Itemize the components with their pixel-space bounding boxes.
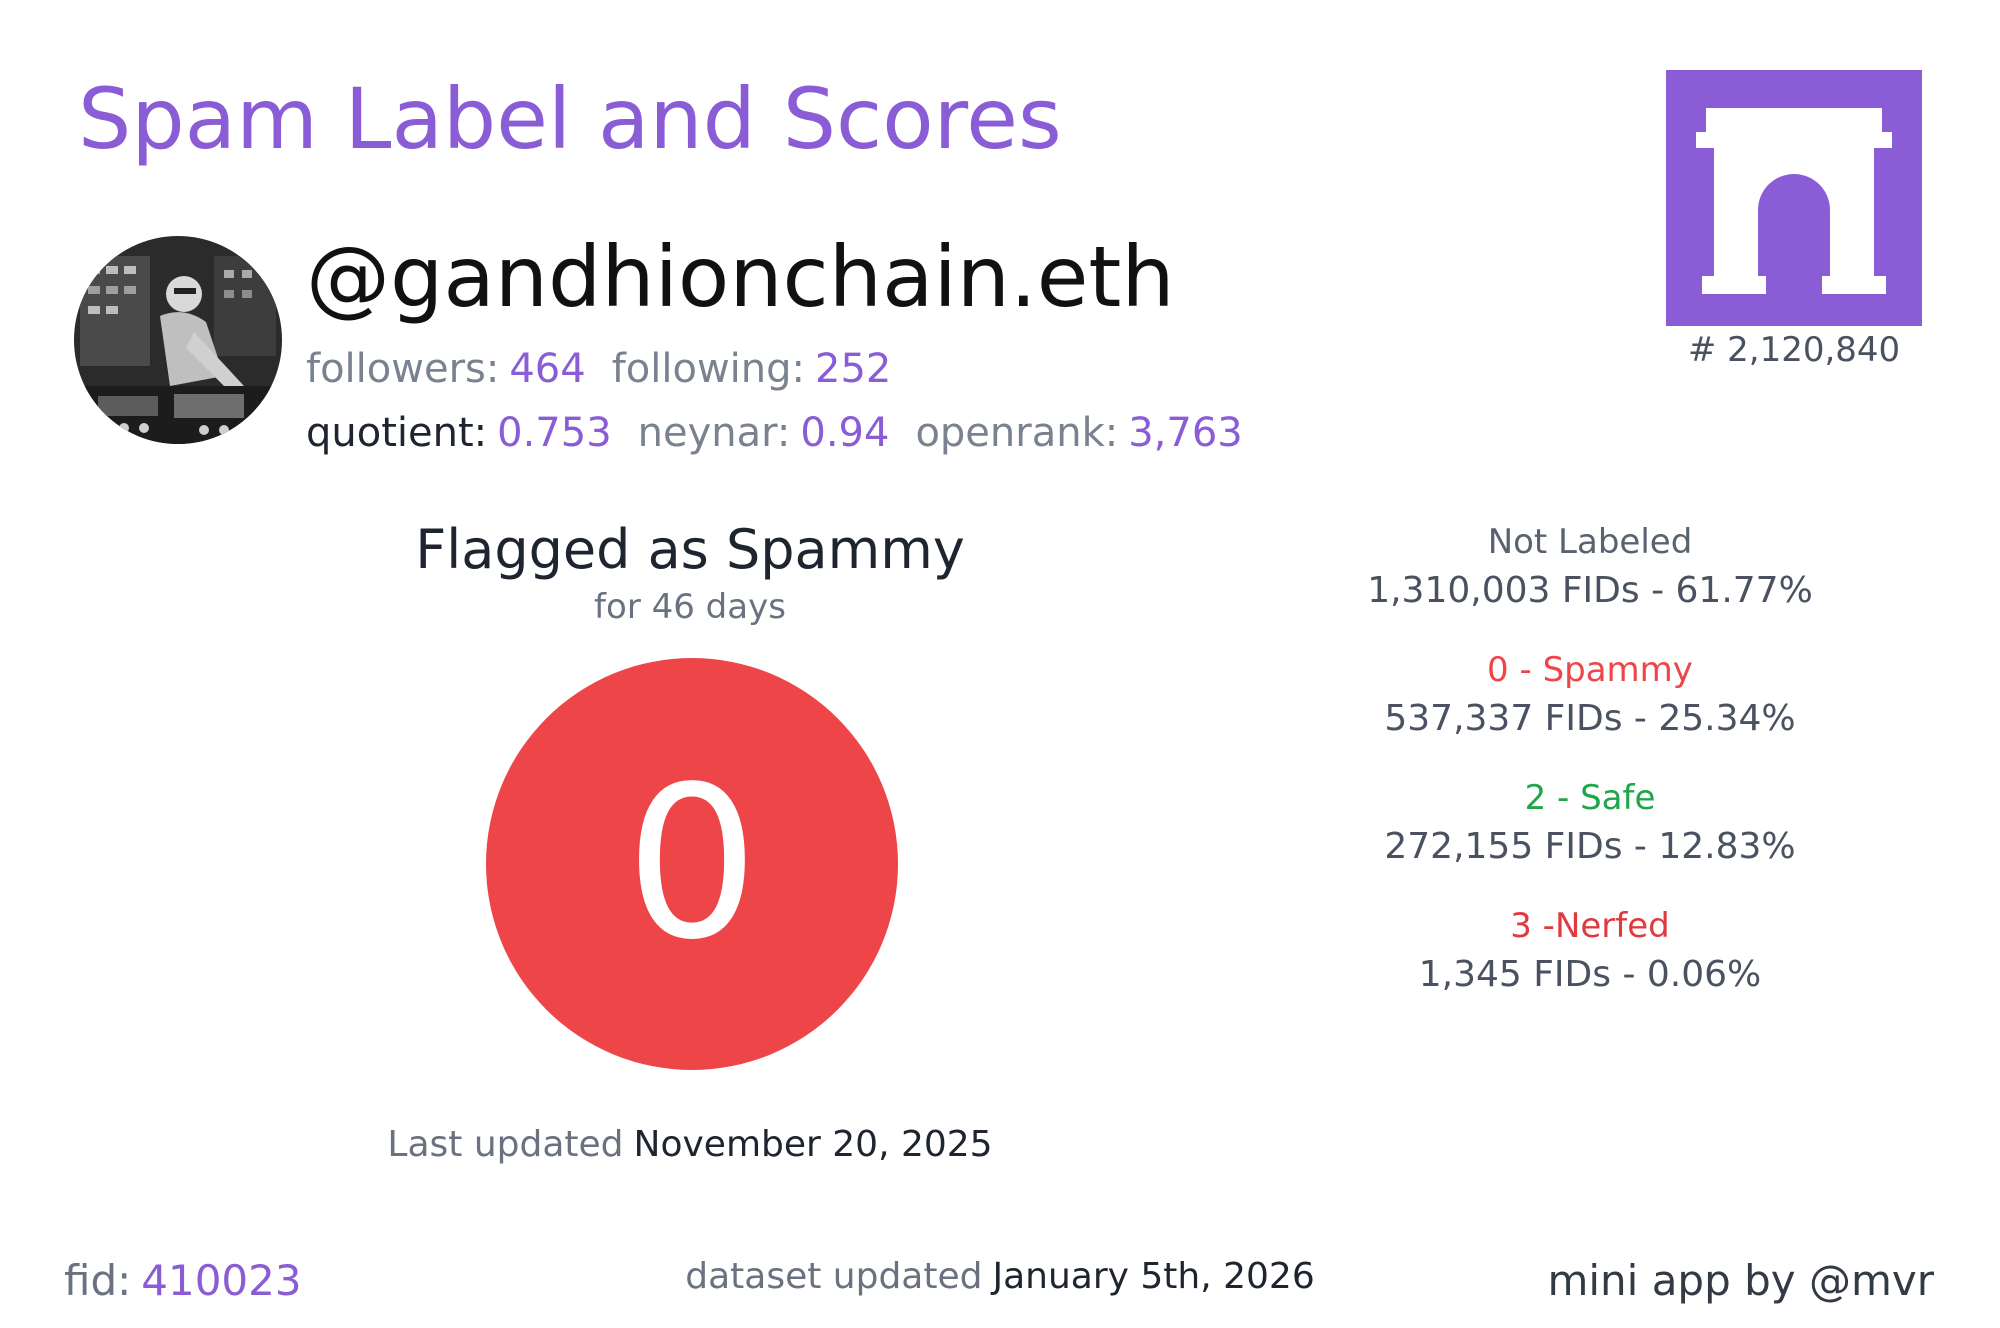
distribution-count: 537,337 FIDs - 25.34% bbox=[1384, 698, 1796, 739]
following-label: following: bbox=[611, 346, 806, 392]
distribution-item: 2 - Safe 272,155 FIDs - 12.83% bbox=[1280, 778, 1900, 906]
distribution-label: 3 -Nerfed bbox=[1510, 906, 1670, 946]
fid-display: fid: 410023 bbox=[64, 1256, 302, 1305]
openrank-label: openrank: bbox=[915, 410, 1119, 456]
rank-label: # 2,120,840 bbox=[1687, 330, 1901, 370]
avatar[interactable] bbox=[74, 236, 282, 444]
distribution-item: 0 - Spammy 537,337 FIDs - 25.34% bbox=[1280, 650, 1900, 778]
followers-label: followers: bbox=[306, 346, 500, 392]
dataset-updated: dataset updated January 5th, 2026 bbox=[620, 1256, 1380, 1297]
distribution-count: 1,310,003 FIDs - 61.77% bbox=[1367, 570, 1813, 611]
distribution-label: Not Labeled bbox=[1487, 522, 1693, 562]
archway-icon bbox=[1696, 108, 1892, 294]
fid-label: fid: bbox=[64, 1256, 132, 1305]
distribution-count: 1,345 FIDs - 0.06% bbox=[1418, 954, 1762, 995]
last-updated-label: Last updated bbox=[387, 1124, 624, 1165]
avatar-image bbox=[74, 236, 282, 444]
distribution-label: 2 - Safe bbox=[1524, 778, 1656, 818]
credit-link[interactable]: mini app by @mvr bbox=[1547, 1256, 1934, 1305]
status-duration: for 46 days bbox=[594, 587, 786, 627]
following-count: 252 bbox=[815, 346, 892, 392]
spam-score-badge: 0 bbox=[486, 658, 898, 1070]
page-title: Spam Label and Scores bbox=[78, 70, 1062, 168]
followers-count: 464 bbox=[509, 346, 586, 392]
label-distribution: Not Labeled 1,310,003 FIDs - 61.77% 0 - … bbox=[1280, 522, 1900, 1034]
neynar-label: neynar: bbox=[637, 410, 791, 456]
score-stats: quotient: 0.753 neynar: 0.94 openrank: 3,763 bbox=[306, 410, 1243, 456]
app-logo bbox=[1666, 70, 1922, 326]
distribution-label: 0 - Spammy bbox=[1487, 650, 1693, 690]
fid-value: 410023 bbox=[141, 1256, 302, 1305]
status-title: Flagged as Spammy bbox=[415, 518, 965, 581]
status-block: Flagged as Spammy for 46 days bbox=[290, 518, 1090, 627]
spam-score-value: 0 bbox=[625, 741, 759, 986]
distribution-item: 3 -Nerfed 1,345 FIDs - 0.06% bbox=[1280, 906, 1900, 1034]
last-updated: Last updated November 20, 2025 bbox=[290, 1124, 1090, 1165]
openrank-value: 3,763 bbox=[1128, 410, 1243, 456]
quotient-label: quotient: bbox=[306, 410, 488, 456]
username: @gandhionchain.eth bbox=[306, 228, 1175, 326]
dataset-updated-label: dataset updated bbox=[685, 1256, 983, 1297]
follow-stats: followers: 464 following: 252 bbox=[306, 346, 891, 392]
dataset-updated-date: January 5th, 2026 bbox=[992, 1256, 1315, 1297]
distribution-count: 272,155 FIDs - 12.83% bbox=[1384, 826, 1796, 867]
distribution-item: Not Labeled 1,310,003 FIDs - 61.77% bbox=[1280, 522, 1900, 650]
neynar-value: 0.94 bbox=[800, 410, 890, 456]
last-updated-date: November 20, 2025 bbox=[633, 1124, 993, 1165]
quotient-value: 0.753 bbox=[497, 410, 612, 456]
